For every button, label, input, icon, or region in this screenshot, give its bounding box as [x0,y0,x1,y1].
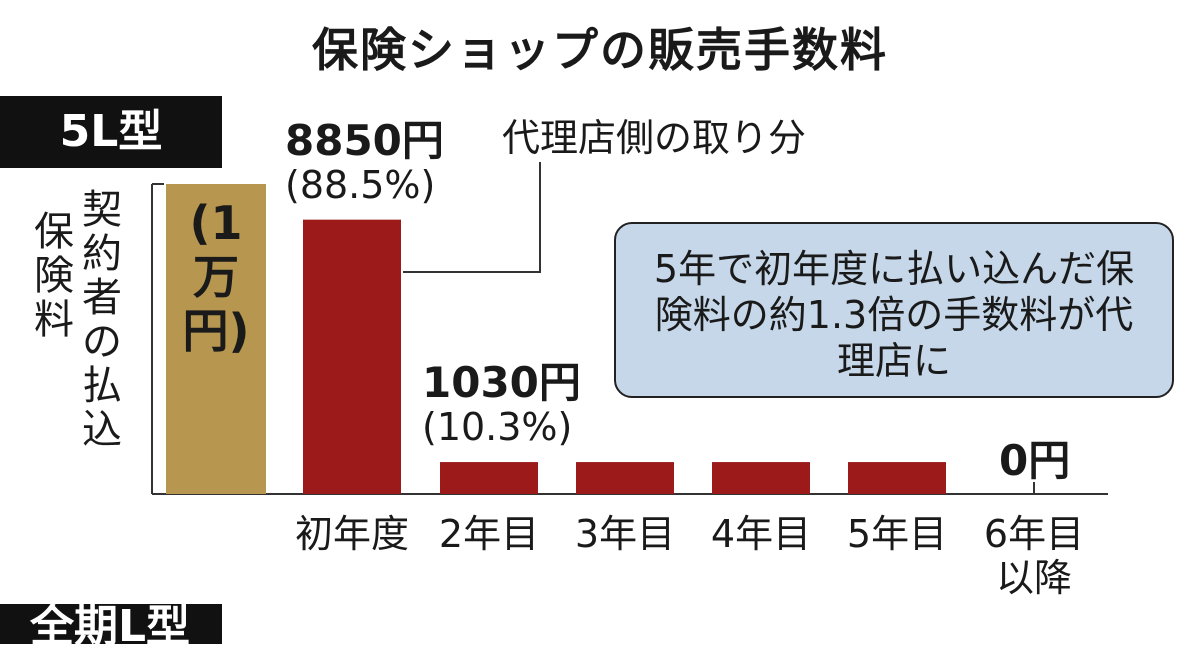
chart-title: 保険ショップの販売手数料 [312,23,888,77]
commission-bar-2 [440,462,538,494]
chart-plot [151,162,1108,495]
x-tick-label-5: 5年目 [846,512,948,556]
x-tick-label-6: 6年目 以降 [983,512,1085,600]
commission-bar-5 [848,462,946,494]
x-tick-label-2: 2年目 [438,512,540,556]
data-label-2: 1030円 (10.3%) [422,358,581,450]
x-tick-label-3: 3年目 [574,512,676,556]
paid-premium-bar [166,184,266,494]
x-tick-label-1: 初年度 [294,512,409,556]
callout-note: 5年で初年度に払い込んだ保険料の約1.3倍の手数料が代理店に [614,222,1174,398]
data-label-1: 8850円 (88.5%) [285,115,444,207]
agency-share-label: 代理店側の取り分 [502,116,807,160]
share-leader-line [403,162,541,273]
commission-bar-3 [576,462,674,494]
commission-bar-4 [712,462,810,494]
commission-bar-1 [303,219,401,494]
x-tick-label-4: 4年目 [710,512,812,556]
y-axis-label-line2: 保険料 [34,209,74,343]
paid-premium-label: (1万円) [182,196,250,358]
data-label-6: 0円 [999,436,1071,485]
plan-tag-5l: 5L型 [0,96,222,168]
y-axis-label-line1: 契約者の払込 [82,187,122,453]
